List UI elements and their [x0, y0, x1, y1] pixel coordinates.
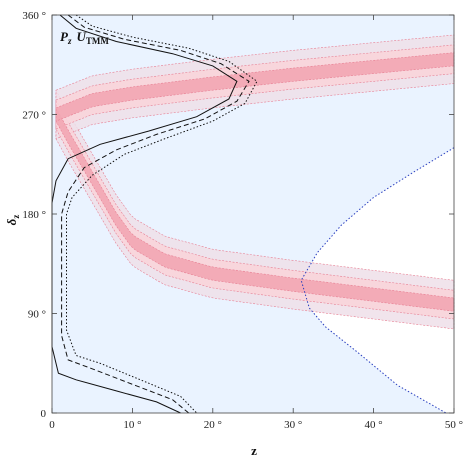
constraint-band-2-level-3	[55, 52, 455, 122]
axes: 0 10 ° 20 ° 30 ° 40 ° 50 ° 0 90 ° 180 ° 270 ° 360 …	[22, 10, 463, 431]
x-tick-label: 40 °	[365, 419, 383, 431]
contour-solid-line	[51, 14, 238, 414]
x-tick-label: 50 °	[445, 419, 463, 431]
x-tick-label: 30 °	[284, 419, 302, 431]
y-tick-label: 0	[41, 408, 47, 420]
plot-annotation: Pz UTMM	[60, 29, 109, 46]
constraint-band-1-level-3	[55, 107, 455, 312]
x-axis-label: z	[251, 443, 257, 458]
contour-dotted-line	[66, 14, 258, 414]
x-tick-label: 0	[49, 419, 55, 431]
y-axis-label: δz	[4, 215, 21, 226]
x-tick-label: 10 °	[123, 419, 141, 431]
contour-dashed-line	[61, 14, 250, 414]
y-tick-label: 270 °	[22, 110, 46, 122]
plot-area	[51, 14, 455, 414]
x-tick-label: 20 °	[204, 419, 222, 431]
y-tick-label: 180 °	[22, 209, 46, 221]
constraint-band-1-level-2	[55, 99, 455, 320]
y-tick-label: 90 °	[28, 309, 46, 321]
y-tick-label: 360 °	[22, 10, 46, 22]
